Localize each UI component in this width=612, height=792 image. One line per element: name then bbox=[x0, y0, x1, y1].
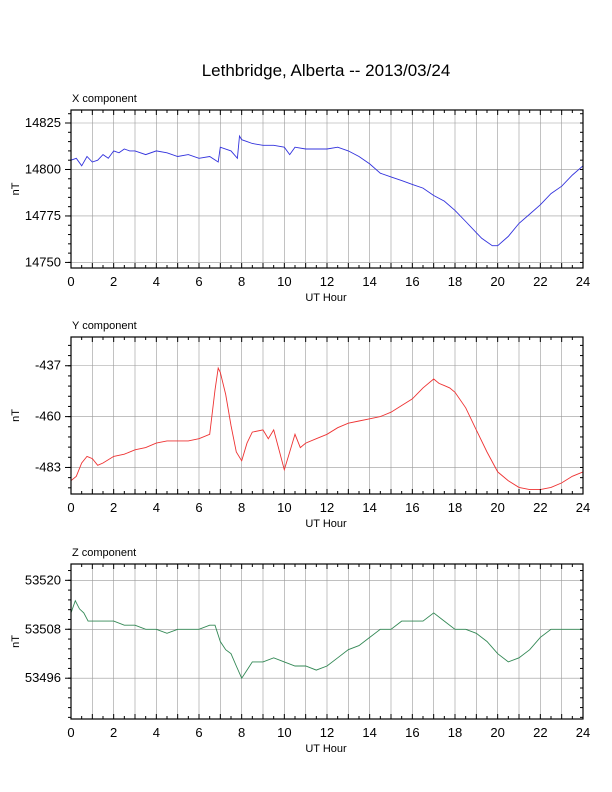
x-tick-label: 2 bbox=[110, 274, 117, 289]
y-axis-label: nT bbox=[10, 635, 22, 648]
x-tick-label: 12 bbox=[320, 725, 334, 740]
series-line-2 bbox=[70, 366, 584, 491]
x-tick-label: 18 bbox=[448, 725, 462, 740]
y-tick-label: -437 bbox=[35, 358, 61, 373]
x-tick-label: 14 bbox=[362, 725, 376, 740]
x-tick-label: 16 bbox=[405, 725, 419, 740]
x-tick-label: 16 bbox=[405, 500, 419, 515]
x-tick-label: 22 bbox=[533, 500, 547, 515]
x-tick-label: 6 bbox=[195, 725, 202, 740]
x-tick-label: 22 bbox=[533, 725, 547, 740]
x-tick-label: 12 bbox=[320, 274, 334, 289]
x-tick-label: 0 bbox=[67, 500, 74, 515]
y-tick-label: 53496 bbox=[25, 670, 61, 685]
panel-title: Y component bbox=[72, 320, 137, 332]
chart-panel-1: 0 2 4 6 8 10 12 14 16 18 20 22 241475014775148001482… bbox=[10, 93, 590, 304]
x-tick-label: 20 bbox=[490, 725, 504, 740]
x-tick-label: 24 bbox=[576, 500, 590, 515]
x-tick-label: 0 bbox=[67, 274, 74, 289]
x-axis-label: UT Hour bbox=[305, 292, 347, 304]
x-tick-label: 18 bbox=[448, 500, 462, 515]
x-tick-label: 24 bbox=[576, 725, 590, 740]
y-axis-label: nT bbox=[10, 409, 22, 422]
x-tick-label: 16 bbox=[405, 274, 419, 289]
y-tick-label: 53508 bbox=[25, 621, 61, 636]
x-tick-label: 20 bbox=[490, 500, 504, 515]
x-tick-label: 12 bbox=[320, 500, 334, 515]
y-tick-label: -483 bbox=[35, 459, 61, 474]
x-tick-label: 14 bbox=[362, 274, 376, 289]
x-tick-label: 10 bbox=[277, 274, 291, 289]
y-axis-label: nT bbox=[10, 182, 22, 195]
x-tick-label: 10 bbox=[277, 500, 291, 515]
x-tick-label: 8 bbox=[238, 274, 245, 289]
x-tick-label: 18 bbox=[448, 274, 462, 289]
x-tick-label: 8 bbox=[238, 500, 245, 515]
y-tick-label: 53520 bbox=[25, 572, 61, 587]
y-tick-label: 14800 bbox=[25, 161, 61, 176]
x-tick-label: 22 bbox=[533, 274, 547, 289]
x-tick-label: 6 bbox=[195, 274, 202, 289]
x-tick-label: 2 bbox=[110, 500, 117, 515]
figure-title: Lethbridge, Alberta -- 2013/03/24 bbox=[202, 61, 451, 80]
x-axis-label: UT Hour bbox=[305, 518, 347, 530]
x-tick-label: 24 bbox=[576, 274, 590, 289]
x-tick-label: 4 bbox=[153, 725, 160, 740]
y-tick-label: 14825 bbox=[25, 115, 61, 130]
y-tick-label: 14775 bbox=[25, 208, 61, 223]
panel-title: X component bbox=[72, 93, 137, 105]
x-tick-label: 14 bbox=[362, 500, 376, 515]
x-tick-label: 20 bbox=[490, 274, 504, 289]
x-tick-label: 0 bbox=[67, 725, 74, 740]
y-tick-label: -460 bbox=[35, 409, 61, 424]
x-tick-label: 4 bbox=[153, 500, 160, 515]
x-axis-label: UT Hour bbox=[305, 743, 347, 755]
x-tick-label: 8 bbox=[238, 725, 245, 740]
x-tick-label: 10 bbox=[277, 725, 291, 740]
x-tick-label: 2 bbox=[110, 725, 117, 740]
x-tick-label: 4 bbox=[153, 274, 160, 289]
series-line-1 bbox=[70, 134, 584, 247]
panel-title: Z component bbox=[72, 547, 136, 559]
series-line-3 bbox=[70, 599, 583, 680]
y-tick-label: 14750 bbox=[25, 254, 61, 269]
x-tick-label: 6 bbox=[195, 500, 202, 515]
